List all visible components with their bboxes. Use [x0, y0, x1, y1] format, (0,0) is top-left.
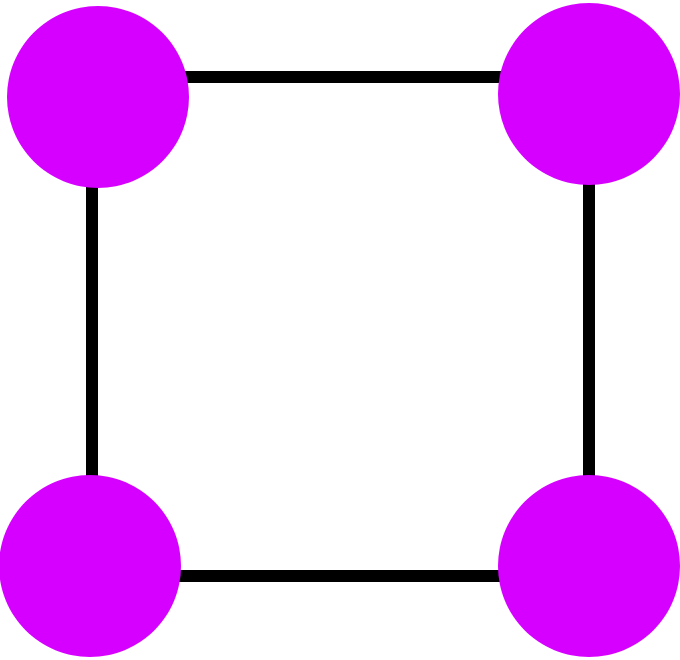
node-top-left: [7, 6, 189, 188]
node-bottom-left: [0, 475, 181, 657]
node-bottom-right: [498, 475, 680, 657]
nodes-layer: [0, 3, 680, 657]
node-top-right: [498, 3, 680, 185]
